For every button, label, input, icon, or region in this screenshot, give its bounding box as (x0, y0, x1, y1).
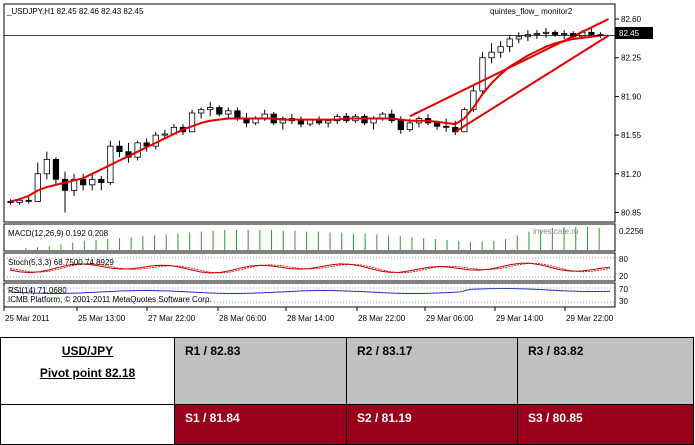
s2-cell: S2 / 81.19 (346, 404, 518, 445)
macd-panel (3, 223, 616, 252)
r1-value: R1 / 82.83 (185, 344, 241, 358)
rsi-panel (3, 282, 616, 308)
pair-name: USD/JPY (61, 344, 114, 358)
s1-value: S1 / 81.84 (185, 411, 240, 425)
candle-body (225, 110, 232, 115)
s3-cell: S3 / 80.85 (517, 404, 694, 445)
blank-cell (0, 404, 175, 445)
candle-body (161, 133, 168, 136)
y-tick-label: 81.20 (621, 170, 642, 179)
pivot-point: Pivot point 82.18 (39, 366, 136, 380)
candle-body (116, 145, 123, 153)
x-tick-label: 28 Mar 22:00 (358, 314, 406, 323)
s1-cell: S1 / 81.84 (174, 404, 347, 445)
candle-body (551, 31, 559, 35)
current-price-box (615, 27, 653, 39)
r3-cell: R3 / 83.82 (517, 337, 694, 405)
channel-line (454, 34, 609, 133)
candle-body (506, 38, 513, 48)
pair-cell: USD/JPY Pivot point 82.18 (0, 337, 175, 405)
candle-body (34, 173, 41, 202)
stoch-signal-line (9, 262, 611, 274)
x-tick-label: 29 Mar 22:00 (566, 314, 614, 323)
candle-body (188, 112, 196, 133)
x-tick-label: 25 Mar 2011 (5, 314, 50, 323)
x-tick-label: 25 Mar 13:00 (78, 314, 126, 323)
y-tick-label: 80.85 (621, 208, 642, 217)
current-price: 82.45 (619, 29, 640, 38)
candle-body (52, 159, 60, 180)
r1-cell: R1 / 82.83 (174, 337, 347, 405)
candle-body (325, 120, 332, 124)
candle-body (61, 178, 69, 191)
stoch-tick-label: 80 (619, 255, 628, 264)
x-tick-label: 29 Mar 06:00 (426, 314, 474, 323)
rsi-line (9, 288, 611, 294)
candle-body (388, 113, 395, 122)
candle-body (470, 90, 477, 111)
candle-body (497, 46, 504, 53)
rsi-tick-label: 70 (619, 285, 628, 294)
candle-body (89, 178, 96, 186)
channel-line (409, 18, 609, 118)
candle-body (433, 122, 441, 127)
candle-body (25, 199, 32, 202)
candle-body (207, 107, 214, 111)
chart-canvas: 82.60 82.25 81.90 81.55 81.20 80.85 25 Mar 20… (3, 3, 653, 323)
candle-body (216, 107, 223, 115)
chart-title: _USDJPY,H1 82.45 82.46 82.43 82.45 (6, 7, 144, 16)
x-tick-label: 28 Mar 14:00 (287, 314, 335, 323)
candle-body (198, 109, 205, 114)
r2-cell: R2 / 83.17 (346, 337, 518, 405)
candle-body (488, 51, 495, 59)
candle-body (297, 120, 305, 125)
indicator-label: quintes_flow_ monitor2 (490, 7, 573, 16)
candle-body (479, 57, 486, 92)
stoch-label: Stoch(5,3,3) 68.7500 74.8929 (8, 258, 114, 267)
y-tick-label: 82.25 (621, 54, 642, 63)
stoch-tick-label: 20 (619, 272, 628, 281)
site-watermark: investcafe.ru (533, 227, 578, 236)
price-chart: 82.60 82.25 81.90 81.55 81.20 80.85 25 Mar 20… (3, 3, 653, 323)
x-tick-label: 29 Mar 14:00 (496, 314, 544, 323)
rsi-tick-label: 30 (619, 297, 628, 306)
y-tick-label: 81.90 (621, 92, 642, 101)
candle-body (16, 199, 23, 203)
r3-value: R3 / 83.82 (528, 344, 584, 358)
candle-body (234, 110, 241, 119)
candle-body (80, 178, 87, 186)
copyright-watermark: ICMB Platform, © 2001-2011 MetaQuotes So… (8, 295, 212, 304)
candle-body (588, 31, 595, 35)
stoch-main-line (9, 262, 611, 274)
y-tick-label: 81.55 (621, 131, 642, 140)
candle-body (515, 36, 522, 40)
r2-value: R2 / 83.17 (357, 344, 413, 358)
macd-tick-label: 0.2256 (619, 227, 644, 236)
x-tick-label: 27 Mar 22:00 (148, 314, 196, 323)
moving-average-line (10, 34, 601, 203)
candle-body (98, 178, 105, 184)
candle-body (542, 31, 550, 34)
x-tick-label: 28 Mar 06:00 (219, 314, 267, 323)
candle-body (406, 122, 413, 130)
s2-value: S2 / 81.19 (357, 411, 412, 425)
y-tick-label: 82.60 (621, 15, 642, 24)
candle-body (533, 33, 541, 35)
macd-label: MACD(12,26,9) 0.192 0.208 (8, 229, 109, 238)
pivot-table: USD/JPY Pivot point 82.18 R1 / 82.83 R2 … (0, 337, 694, 445)
candle-body (70, 178, 78, 191)
main-panel (3, 3, 616, 223)
candle-body (361, 115, 368, 124)
candle-body (443, 125, 450, 128)
candle-body (279, 118, 286, 124)
rsi-label: RSI(14) 71.0680 (8, 286, 67, 295)
candle-body (43, 159, 50, 175)
candle-body (397, 120, 404, 130)
s3-value: S3 / 80.85 (528, 411, 583, 425)
candle-body (561, 33, 568, 35)
